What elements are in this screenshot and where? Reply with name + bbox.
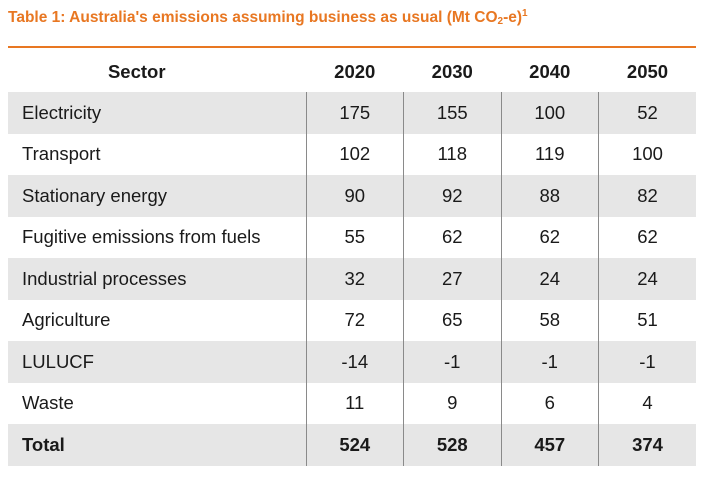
row-value: 6 — [500, 382, 599, 424]
total-value: 374 — [598, 424, 696, 466]
row-value: 65 — [403, 299, 501, 341]
header-row: Sector 2020 2030 2040 2050 — [8, 52, 696, 92]
row-value: 27 — [403, 258, 501, 300]
table-row: LULUCF -14 -1 -1 -1 — [8, 341, 696, 383]
row-value: 100 — [500, 92, 599, 134]
row-value: 9 — [403, 382, 501, 424]
row-value: 118 — [403, 133, 501, 175]
row-sector: Industrial processes — [8, 258, 306, 300]
row-value: 58 — [500, 299, 599, 341]
total-row: Total 524 528 457 374 — [8, 424, 696, 466]
table-row: Electricity 175 155 100 52 — [8, 92, 696, 134]
title-footnote-marker: 1 — [522, 8, 528, 19]
row-value: 11 — [305, 382, 404, 424]
header-2050: 2050 — [598, 52, 696, 92]
row-value: 32 — [305, 258, 404, 300]
row-value: -14 — [305, 341, 404, 383]
title-rule — [8, 46, 696, 48]
row-value: 52 — [598, 92, 696, 134]
table-row: Stationary energy 90 92 88 82 — [8, 175, 696, 217]
row-sector: LULUCF — [8, 341, 306, 383]
table-row: Transport 102 118 119 100 — [8, 133, 696, 175]
title-suffix: -e) — [503, 9, 523, 26]
header-2030: 2030 — [403, 52, 501, 92]
total-value: 524 — [305, 424, 404, 466]
row-sector: Waste — [22, 392, 74, 414]
row-sector: Transport — [22, 143, 101, 165]
row-value: 155 — [403, 92, 501, 134]
row-value: 72 — [305, 299, 404, 341]
total-value: 457 — [500, 424, 599, 466]
row-value: 82 — [598, 175, 696, 217]
total-label: Total — [8, 424, 306, 466]
row-value: 55 — [305, 216, 404, 258]
row-value: 24 — [598, 258, 696, 300]
table-row: Agriculture 72 65 58 51 — [8, 299, 696, 341]
header-2020: 2020 — [305, 52, 404, 92]
row-value: -1 — [598, 341, 696, 383]
table-row: Fugitive emissions from fuels 55 62 62 6… — [8, 216, 696, 258]
row-value: 62 — [403, 216, 501, 258]
header-sector: Sector — [107, 61, 166, 82]
row-value: 62 — [598, 216, 696, 258]
header-2040: 2040 — [500, 52, 599, 92]
row-value: 90 — [305, 175, 404, 217]
row-sector: Fugitive emissions from fuels — [22, 226, 261, 248]
row-value: -1 — [500, 341, 599, 383]
row-value: 51 — [598, 299, 696, 341]
row-sector: Agriculture — [22, 309, 111, 331]
row-value: 88 — [500, 175, 599, 217]
total-value: 528 — [403, 424, 501, 466]
title-subscript: 2 — [497, 16, 504, 27]
table-title: Table 1: Australia's emissions assuming … — [8, 8, 528, 27]
row-value: 100 — [598, 133, 696, 175]
row-value: -1 — [403, 341, 501, 383]
row-value: 24 — [500, 258, 599, 300]
row-value: 175 — [305, 92, 404, 134]
title-text: Table 1: Australia's emissions assuming … — [8, 9, 498, 26]
row-sector: Electricity — [8, 92, 306, 134]
emissions-table: Sector 2020 2030 2040 2050 Electricity 1… — [8, 52, 696, 466]
row-value: 92 — [403, 175, 501, 217]
row-sector: Stationary energy — [8, 175, 306, 217]
table-row: Industrial processes 32 27 24 24 — [8, 258, 696, 300]
row-value: 102 — [305, 133, 404, 175]
row-value: 62 — [500, 216, 599, 258]
row-value: 119 — [500, 133, 599, 175]
table-row: Waste 11 9 6 4 — [8, 382, 696, 424]
row-value: 4 — [598, 382, 696, 424]
